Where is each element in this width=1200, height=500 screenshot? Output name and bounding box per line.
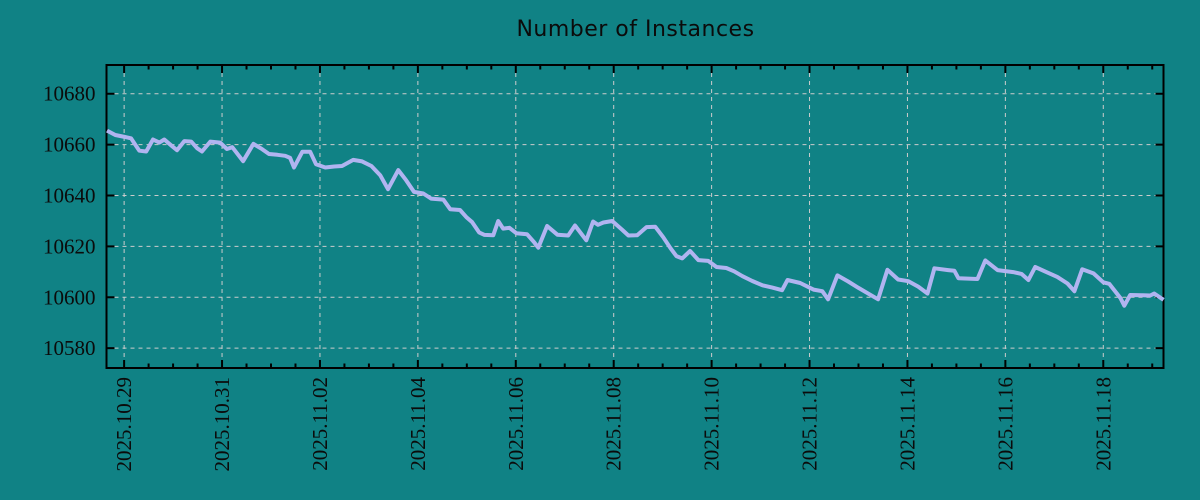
x-tick-label: 2025.10.29 — [112, 377, 136, 472]
x-tick-label: 2025.11.18 — [1091, 377, 1115, 471]
y-tick-label: 10660 — [43, 133, 96, 157]
chart-title: Number of Instances — [516, 17, 755, 42]
y-tick-label: 10600 — [43, 285, 96, 309]
series-line — [106, 128, 1165, 308]
x-tick-label: 2025.10.31 — [210, 377, 234, 472]
x-tick-label: 2025.11.02 — [308, 377, 332, 471]
x-tick-label: 2025.11.10 — [700, 377, 724, 471]
y-tick-label: 10680 — [43, 82, 96, 106]
x-tick-label: 2025.11.08 — [602, 377, 626, 471]
y-tick-label: 10580 — [43, 336, 96, 360]
x-tick-label: 2025.11.06 — [504, 377, 528, 471]
y-tick-label: 10640 — [43, 184, 96, 208]
x-tick-label: 2025.11.12 — [798, 377, 822, 471]
plot-border — [105, 64, 1165, 369]
y-tick-label: 10620 — [43, 234, 96, 258]
x-tick-label: 2025.11.04 — [406, 377, 430, 471]
x-tick-label: 2025.11.16 — [993, 377, 1017, 471]
x-tick-label: 2025.11.14 — [895, 377, 919, 471]
